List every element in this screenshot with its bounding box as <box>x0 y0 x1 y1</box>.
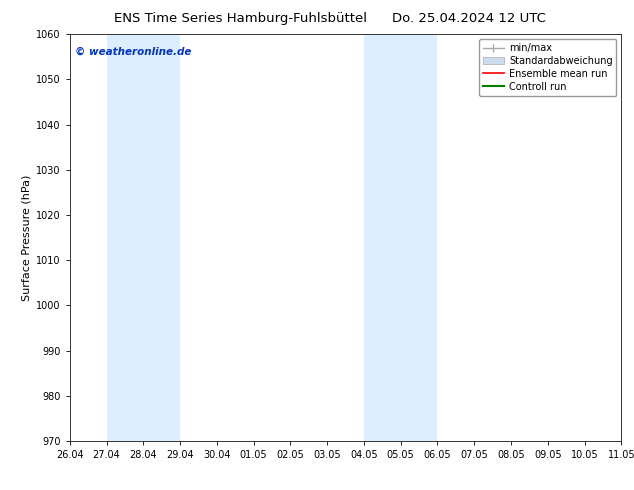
Bar <box>621 34 634 441</box>
Legend: min/max, Standardabweichung, Ensemble mean run, Controll run: min/max, Standardabweichung, Ensemble me… <box>479 39 616 96</box>
Text: ENS Time Series Hamburg-Fuhlsbüttel: ENS Time Series Hamburg-Fuhlsbüttel <box>114 12 368 25</box>
Bar <box>364 34 437 441</box>
Y-axis label: Surface Pressure (hPa): Surface Pressure (hPa) <box>22 174 32 301</box>
Bar <box>107 34 180 441</box>
Text: © weatheronline.de: © weatheronline.de <box>75 47 191 56</box>
Text: Do. 25.04.2024 12 UTC: Do. 25.04.2024 12 UTC <box>392 12 546 25</box>
